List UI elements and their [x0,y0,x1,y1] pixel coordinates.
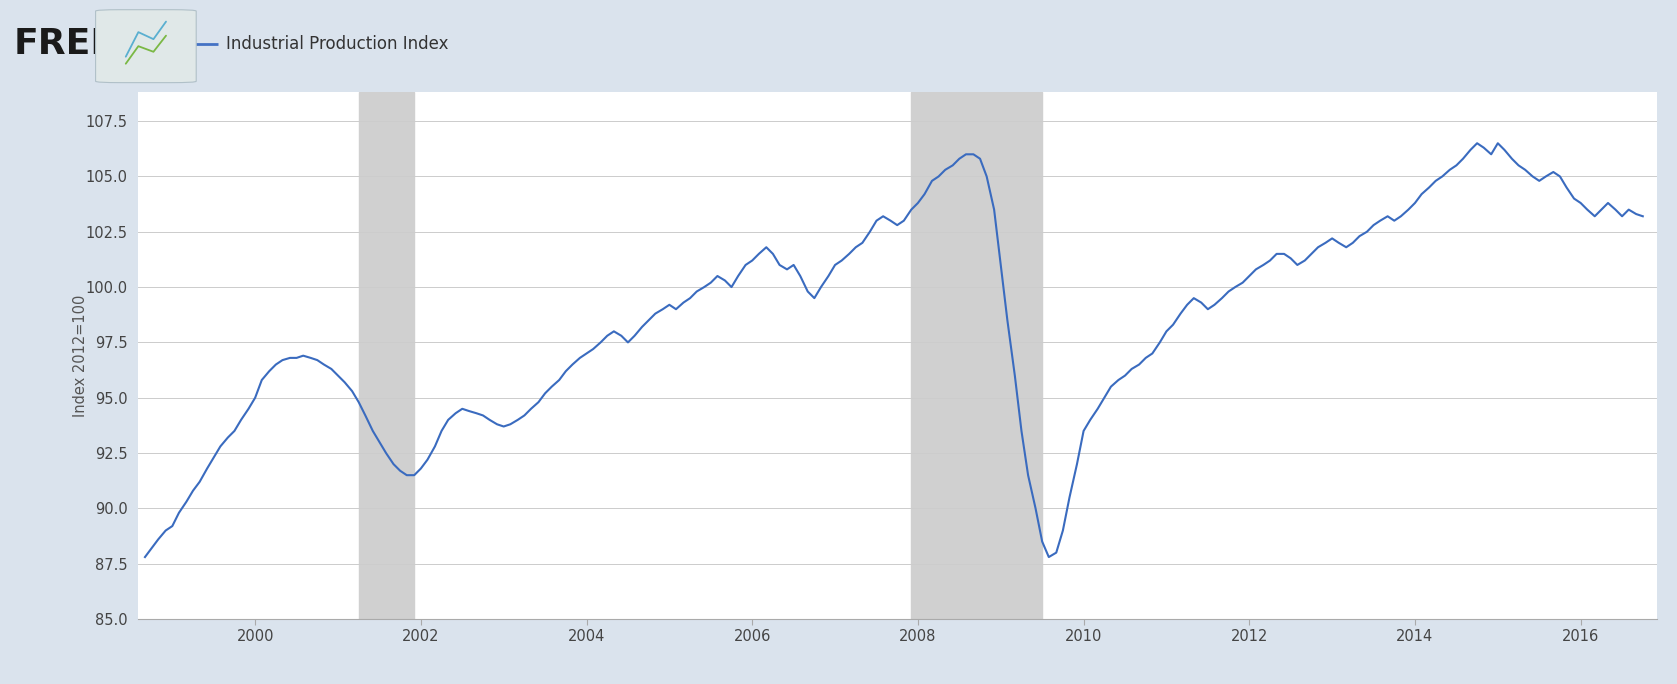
Text: Industrial Production Index: Industrial Production Index [226,36,449,53]
Bar [911,92,1041,619]
FancyBboxPatch shape [96,10,196,83]
Text: FRED: FRED [13,27,121,62]
Text: ®: ® [104,60,114,70]
Y-axis label: Index 2012=100: Index 2012=100 [72,295,87,417]
Bar [359,92,414,619]
